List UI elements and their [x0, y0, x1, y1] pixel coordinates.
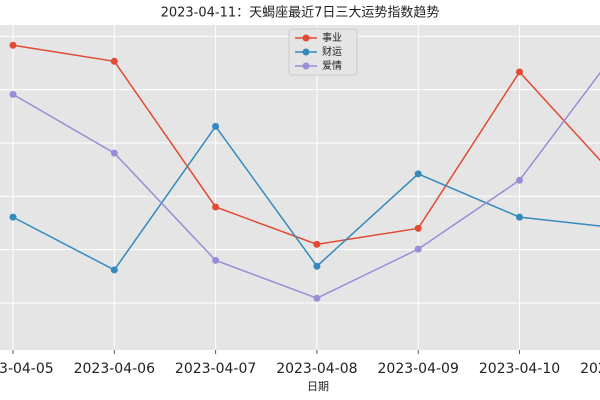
- legend-marker: [302, 48, 310, 56]
- x-axis-label: 日期: [307, 380, 329, 393]
- x-tick-label: 2023-04-11: [580, 361, 600, 377]
- legend-label: 事业: [322, 31, 342, 44]
- data-point: [9, 90, 17, 98]
- data-point: [313, 294, 321, 302]
- data-point: [516, 213, 523, 221]
- plot-area: [0, 25, 600, 350]
- x-tick-label: 2023-04-10: [479, 361, 560, 377]
- x-tick-label: 2023-04-09: [378, 361, 459, 377]
- data-point: [414, 170, 422, 178]
- legend-marker: [302, 62, 310, 70]
- x-tick-label: 2023-04-06: [74, 361, 155, 377]
- data-point: [313, 240, 321, 248]
- legend-label: 爱情: [322, 59, 342, 72]
- data-point: [414, 245, 422, 253]
- x-tick-label: 2023-04-08: [276, 361, 357, 377]
- legend-label: 财运: [322, 45, 342, 58]
- data-point: [9, 213, 17, 221]
- chart-title: 2023-04-11：天蝎座最近7日三大运势指数趋势: [161, 5, 440, 21]
- data-point: [516, 68, 523, 76]
- x-tick-label: 2023-04-07: [175, 361, 256, 377]
- x-tick-label: 2023-04-05: [0, 361, 54, 377]
- data-point: [9, 41, 17, 49]
- data-point: [212, 203, 220, 211]
- data-point: [212, 256, 220, 264]
- data-point: [110, 266, 118, 274]
- data-point: [516, 176, 523, 184]
- data-point: [110, 57, 118, 65]
- data-point: [313, 262, 321, 270]
- data-point: [212, 122, 220, 130]
- legend-marker: [302, 34, 310, 42]
- data-point: [414, 224, 422, 232]
- data-point: [110, 149, 118, 157]
